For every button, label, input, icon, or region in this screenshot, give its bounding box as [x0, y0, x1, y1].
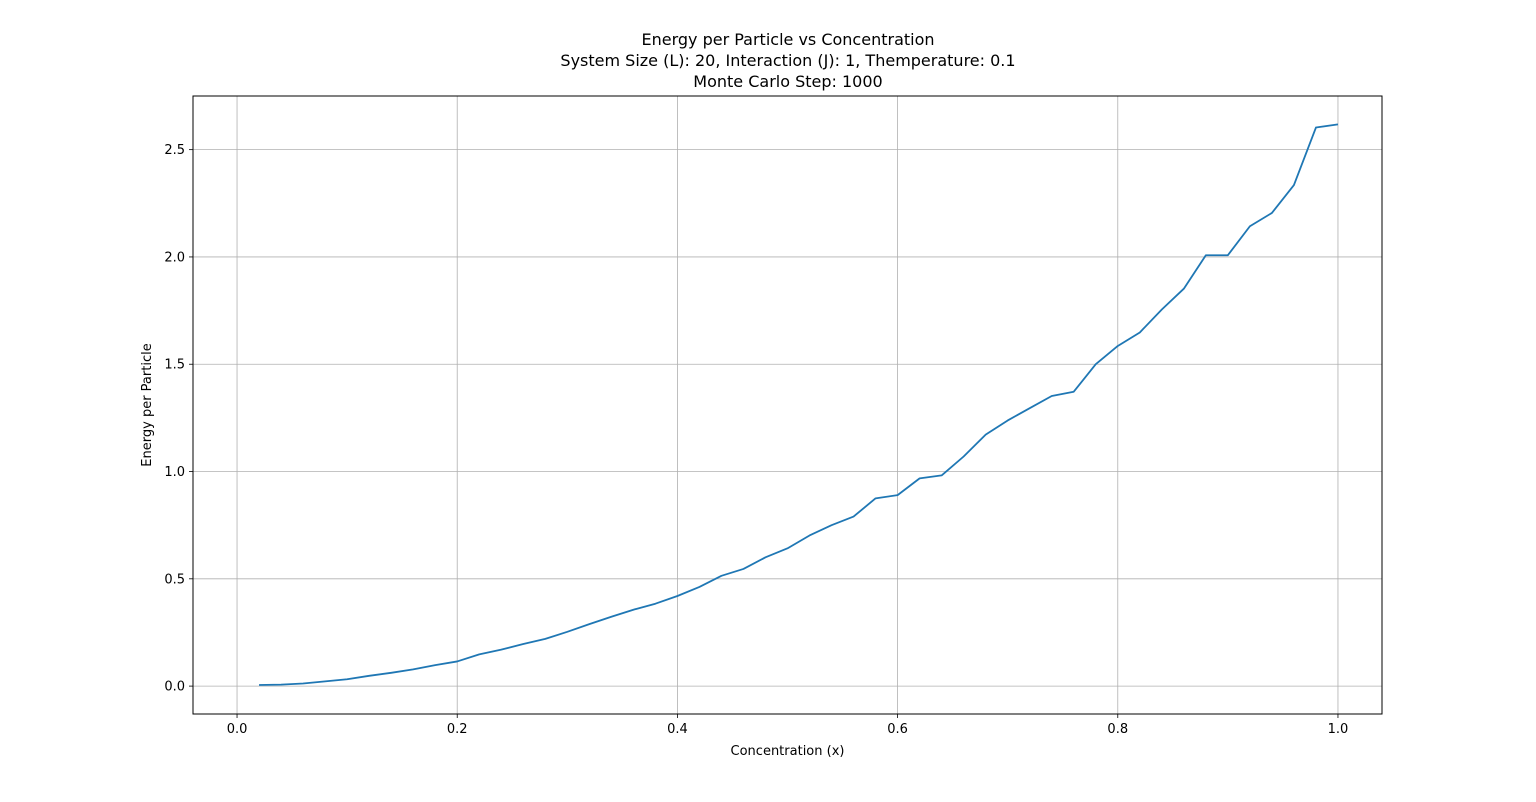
chart-subtitle-params: System Size (L): 20, Interaction (J): 1,… — [560, 51, 1016, 70]
y-axis-label: Energy per Particle — [140, 343, 155, 466]
y-tick-label: 1.0 — [164, 465, 185, 480]
energy-series-line — [259, 123, 1339, 686]
x-tick-label: 0.0 — [227, 722, 248, 737]
x-tick-label: 0.4 — [667, 722, 688, 737]
grid — [193, 96, 1382, 714]
x-axis-label: Concentration (x) — [731, 744, 845, 759]
chart-title: Energy per Particle vs Concentration — [641, 30, 935, 49]
y-tick-label: 0.0 — [164, 680, 185, 695]
x-axis: 0.0 0.2 0.4 0.6 0.8 1.0 — [227, 714, 1349, 737]
chart-subtitle-steps: Monte Carlo Step: 1000 — [693, 72, 883, 91]
plot-frame — [192, 95, 1383, 715]
y-tick-label: 2.5 — [164, 143, 185, 158]
y-tick-label: 1.5 — [164, 358, 185, 373]
x-tick-label: 1.0 — [1328, 722, 1349, 737]
x-tick-label: 0.8 — [1107, 722, 1128, 737]
x-tick-label: 0.6 — [887, 722, 908, 737]
y-tick-label: 0.5 — [164, 572, 185, 587]
x-tick-label: 0.2 — [447, 722, 468, 737]
series-layer — [259, 123, 1339, 686]
y-axis: 0.0 0.5 1.0 1.5 2.0 2.5 — [164, 143, 193, 695]
y-tick-label: 2.0 — [164, 250, 185, 265]
